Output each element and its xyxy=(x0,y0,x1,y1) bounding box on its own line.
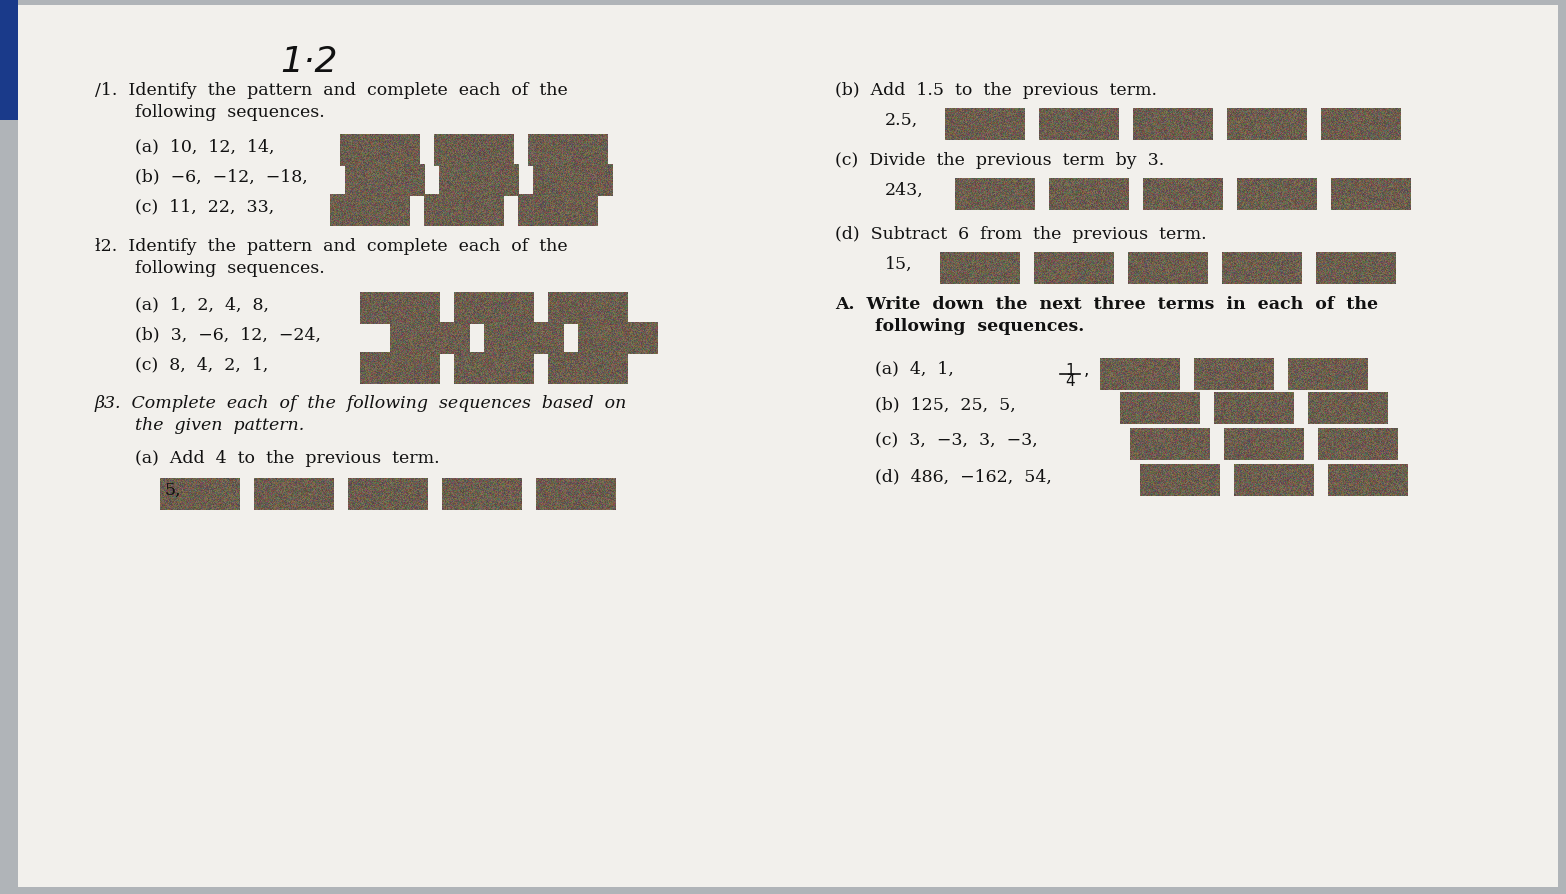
Text: (d)  Subtract  6  from  the  previous  term.: (d) Subtract 6 from the previous term. xyxy=(835,226,1207,243)
Text: 243,: 243, xyxy=(885,182,924,199)
Text: (b)  Add  1.5  to  the  previous  term.: (b) Add 1.5 to the previous term. xyxy=(835,82,1157,99)
Text: (c)  8,  4,  2,  1,: (c) 8, 4, 2, 1, xyxy=(135,356,268,373)
Text: 1: 1 xyxy=(1065,363,1074,378)
Text: /1.  Identify  the  pattern  and  complete  each  of  the: /1. Identify the pattern and complete ea… xyxy=(96,82,568,99)
Bar xyxy=(0,0,17,120)
Text: (a)  Add  4  to  the  previous  term.: (a) Add 4 to the previous term. xyxy=(135,450,440,467)
Text: (c)  3,  −3,  3,  −3,: (c) 3, −3, 3, −3, xyxy=(875,432,1038,449)
Text: (b)  3,  −6,  12,  −24,: (b) 3, −6, 12, −24, xyxy=(135,326,321,343)
Text: (a)  1,  2,  4,  8,: (a) 1, 2, 4, 8, xyxy=(135,296,269,313)
Text: (a)  10,  12,  14,: (a) 10, 12, 14, xyxy=(135,138,274,155)
Text: A.  Write  down  the  next  three  terms  in  each  of  the: A. Write down the next three terms in ea… xyxy=(835,296,1378,313)
Text: β3.  Complete  each  of  the  following  sequences  based  on: β3. Complete each of the following seque… xyxy=(96,395,628,412)
Text: 5,: 5, xyxy=(164,482,182,499)
Text: following  sequences.: following sequences. xyxy=(875,318,1084,335)
Text: ł2.  Identify  the  pattern  and  complete  each  of  the: ł2. Identify the pattern and complete ea… xyxy=(96,238,567,255)
Text: (b)  125,  25,  5,: (b) 125, 25, 5, xyxy=(875,396,1016,413)
Text: (b)  −6,  −12,  −18,: (b) −6, −12, −18, xyxy=(135,168,309,185)
Text: the  given  pattern.: the given pattern. xyxy=(135,417,304,434)
Text: following  sequences.: following sequences. xyxy=(135,260,324,277)
Text: (c)  Divide  the  previous  term  by  3.: (c) Divide the previous term by 3. xyxy=(835,152,1164,169)
Text: 15,: 15, xyxy=(885,256,913,273)
Text: (d)  486,  −162,  54,: (d) 486, −162, 54, xyxy=(875,468,1052,485)
Text: ,: , xyxy=(1084,361,1090,379)
Text: following  sequences.: following sequences. xyxy=(135,104,324,121)
Text: (c)  11,  22,  33,: (c) 11, 22, 33, xyxy=(135,198,274,215)
Text: (a)  4,  1,: (a) 4, 1, xyxy=(875,360,954,377)
Text: 4: 4 xyxy=(1065,374,1074,389)
Text: 1·2: 1·2 xyxy=(280,45,338,79)
Text: 2.5,: 2.5, xyxy=(885,112,918,129)
